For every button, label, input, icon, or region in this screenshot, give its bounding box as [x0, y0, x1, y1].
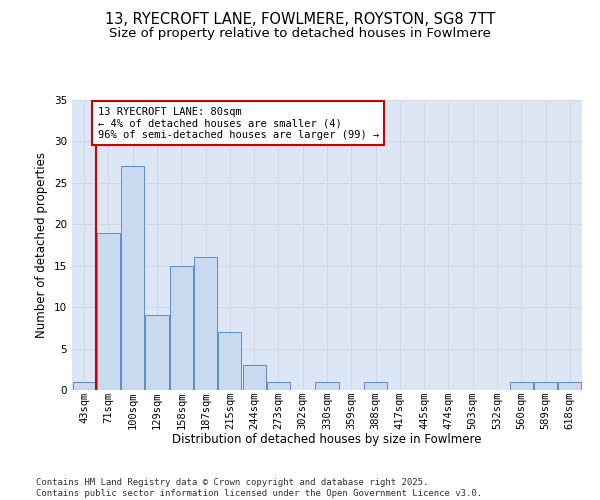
Text: 13, RYECROFT LANE, FOWLMERE, ROYSTON, SG8 7TT: 13, RYECROFT LANE, FOWLMERE, ROYSTON, SG… — [105, 12, 495, 28]
Y-axis label: Number of detached properties: Number of detached properties — [35, 152, 49, 338]
Bar — [97, 232, 120, 390]
Bar — [510, 382, 533, 390]
Text: 13 RYECROFT LANE: 80sqm
← 4% of detached houses are smaller (4)
96% of semi-deta: 13 RYECROFT LANE: 80sqm ← 4% of detached… — [97, 106, 379, 140]
Bar — [534, 382, 557, 390]
Bar — [218, 332, 241, 390]
Bar — [145, 316, 169, 390]
Text: Size of property relative to detached houses in Fowlmere: Size of property relative to detached ho… — [109, 28, 491, 40]
Bar — [242, 365, 266, 390]
Bar — [267, 382, 290, 390]
Text: Distribution of detached houses by size in Fowlmere: Distribution of detached houses by size … — [172, 432, 482, 446]
Bar — [121, 166, 144, 390]
Bar — [316, 382, 338, 390]
Bar — [194, 258, 217, 390]
Bar — [559, 382, 581, 390]
Bar — [73, 382, 95, 390]
Bar — [364, 382, 387, 390]
Text: Contains HM Land Registry data © Crown copyright and database right 2025.
Contai: Contains HM Land Registry data © Crown c… — [36, 478, 482, 498]
Bar — [170, 266, 193, 390]
